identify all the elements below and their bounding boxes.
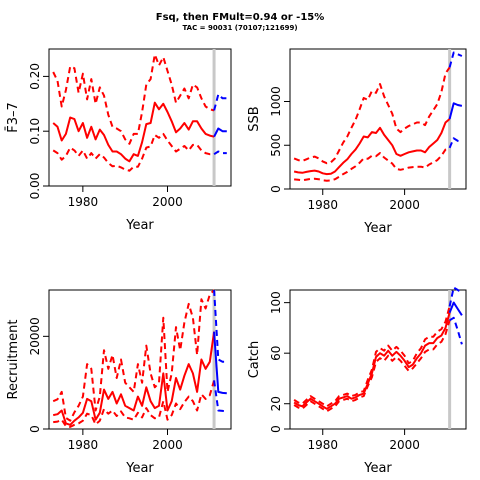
plot-frame	[289, 48, 467, 190]
plot-frame	[48, 289, 232, 430]
projection-median-line	[213, 127, 227, 138]
historic-median-line	[293, 118, 451, 176]
panel-catch: 1980 2000 0 20 60 100 Year Catch	[247, 286, 467, 476]
projection-upper-bound-line	[213, 93, 227, 111]
x-tick-label: 1980	[68, 438, 99, 452]
y-tick-label: 100	[269, 291, 283, 314]
x-axis-title: Year	[125, 218, 154, 233]
historic-lower-bound-line	[293, 320, 451, 413]
historic-lower-bound-line	[294, 146, 450, 182]
panel-f: 1980 2000 0.00 0.10 0.20 Year F̄3–7	[6, 48, 232, 233]
historic-lower-bound-line	[53, 380, 216, 428]
y-tick-label: 0	[269, 425, 283, 433]
y-tick-label: 0.00	[28, 173, 42, 200]
x-tick-label: 1980	[68, 195, 99, 209]
y-tick-label: 0	[269, 185, 283, 193]
projection-upper-bound-line	[448, 286, 463, 307]
x-tick-label: 2000	[389, 198, 420, 212]
y-tick-label: 20000	[28, 317, 42, 355]
y-axis-title: F̄3–7	[6, 102, 21, 133]
figure-subtitle: TAC = 90031 (70107;121699)	[182, 24, 297, 32]
x-tick-label: 1980	[307, 438, 338, 452]
y-axis-title: Catch	[247, 341, 262, 379]
historic-upper-bound-line	[52, 289, 215, 422]
panel-ssb: 1980 2000 0 500 1000 Year SSB	[247, 48, 467, 236]
historic-median-line	[52, 331, 216, 426]
x-axis-title: Year	[125, 461, 154, 476]
plot-frame	[289, 289, 467, 430]
y-tick-label: 60	[269, 346, 283, 361]
historic-upper-bound-line	[293, 66, 451, 165]
projection-median-line	[448, 301, 463, 316]
x-tick-label: 2000	[389, 438, 420, 452]
projection-upper-bound-line	[213, 289, 227, 363]
projection-median-line	[448, 102, 463, 120]
x-tick-label: 2000	[152, 438, 183, 452]
x-tick-label: 1980	[307, 198, 338, 212]
y-axis-title: Recruitment	[6, 320, 21, 400]
y-tick-label: 0.20	[28, 63, 42, 90]
historic-upper-bound-line	[293, 306, 451, 408]
y-tick-label: 1000	[269, 86, 283, 117]
historic-median-line	[52, 101, 215, 163]
y-tick-label: 500	[269, 134, 283, 157]
y-axis-title: SSB	[247, 106, 262, 131]
y-tick-label: 0.10	[28, 118, 42, 145]
plot-frame	[48, 48, 232, 187]
projection-upper-bound-line	[448, 51, 463, 68]
x-axis-title: Year	[363, 461, 392, 476]
figure-title: Fsq, then FMult=0.94 or -15%	[156, 12, 325, 23]
projection-lower-bound-line	[213, 380, 227, 413]
historic-upper-bound-line	[52, 53, 215, 145]
x-axis-title: Year	[363, 221, 392, 236]
historic-lower-bound-line	[52, 132, 215, 172]
y-tick-label: 0	[28, 425, 42, 433]
x-tick-label: 2000	[152, 195, 183, 209]
projection-lower-bound-line	[448, 137, 463, 149]
projection-median-line	[213, 331, 227, 395]
y-tick-label: 20	[269, 396, 283, 411]
projection-lower-bound-line	[213, 150, 227, 156]
historic-median-line	[293, 312, 451, 410]
projection-lower-bound-line	[449, 316, 463, 345]
